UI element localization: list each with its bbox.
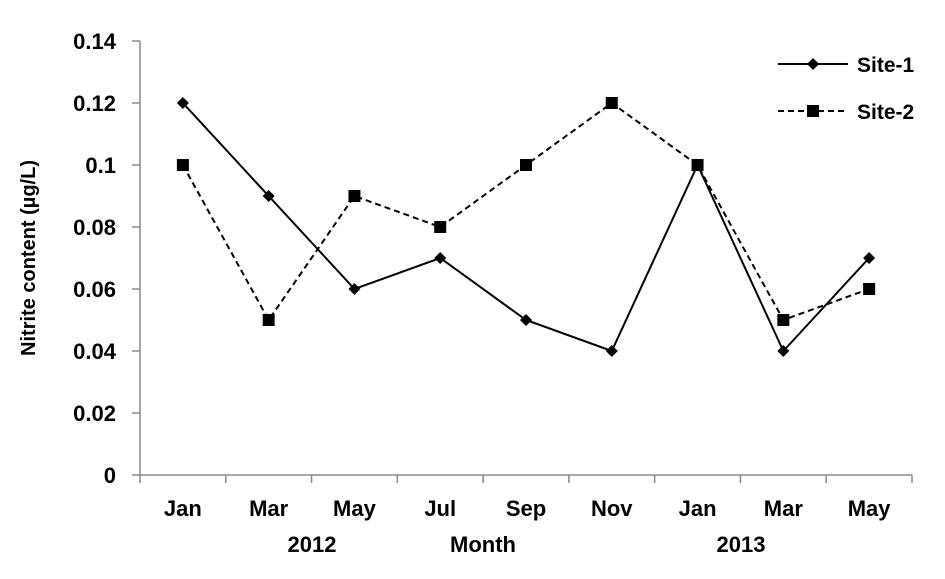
- x-tick-label: Nov: [591, 496, 633, 521]
- x-tick-label: May: [333, 496, 377, 521]
- y-tick-label: 0.14: [73, 29, 117, 54]
- data-point-diamond: [176, 97, 189, 109]
- x-ticks: Jan Mar May Jul Sep Nov Jan Mar May: [139, 475, 913, 521]
- legend-item-site-1: Site-1: [778, 54, 915, 77]
- legend-label-site-1: Site-1: [857, 54, 915, 77]
- x-tick-label: Mar: [249, 496, 289, 521]
- y-tick-label: 0.1: [85, 153, 116, 178]
- series-layer: [176, 97, 876, 357]
- y-tick-label: 0.02: [73, 401, 116, 426]
- x-tick-label: Jan: [679, 496, 717, 521]
- series-line: [182, 102, 870, 353]
- legend-item-site-2: Site-2: [778, 101, 914, 124]
- legend-marker-square: [807, 105, 819, 117]
- axes: [139, 41, 912, 476]
- y-tick-label: 0.06: [73, 277, 116, 302]
- data-point-square: [777, 314, 790, 326]
- legend-marker-diamond: [807, 58, 819, 70]
- x-tick-label: May: [848, 496, 892, 521]
- data-point-square: [262, 314, 275, 326]
- data-point-diamond: [434, 252, 447, 264]
- y-ticks: 0 0.02 0.04 0.06 0.08 0.1 0.12 0.14: [73, 29, 140, 488]
- data-point-diamond: [348, 283, 361, 295]
- data-point-square: [605, 97, 618, 109]
- data-point-square: [348, 190, 361, 202]
- year-label-2012: 2012: [288, 532, 337, 557]
- y-tick-label: 0.12: [73, 91, 116, 116]
- legend: Site-1 Site-2: [778, 54, 915, 124]
- x-tick-label: Jul: [424, 496, 456, 521]
- x-tick-label: Jan: [164, 496, 202, 521]
- y-axis-label: Nitrite content (µg/L): [18, 160, 40, 356]
- y-tick-label: 0.08: [73, 215, 116, 240]
- y-tick-label: 0: [104, 463, 116, 488]
- data-point-diamond: [605, 345, 618, 357]
- data-point-diamond: [520, 314, 532, 326]
- data-point-diamond: [863, 252, 876, 264]
- series-line: [182, 101, 870, 322]
- x-tick-label: Mar: [764, 496, 804, 521]
- data-point-square: [691, 159, 704, 171]
- legend-label-site-2: Site-2: [857, 101, 914, 124]
- series-site-1: [176, 97, 876, 357]
- data-point-square: [176, 159, 189, 171]
- series-site-2: [176, 97, 876, 326]
- x-axis-label: Month: [450, 532, 516, 557]
- x-tick-label: Sep: [506, 496, 546, 521]
- data-point-diamond: [777, 345, 790, 357]
- year-label-2013: 2013: [717, 532, 766, 557]
- data-point-square: [863, 283, 876, 295]
- data-point-square: [434, 221, 447, 233]
- data-point-diamond: [262, 190, 275, 202]
- y-tick-label: 0.04: [73, 339, 117, 364]
- data-point-square: [520, 159, 532, 171]
